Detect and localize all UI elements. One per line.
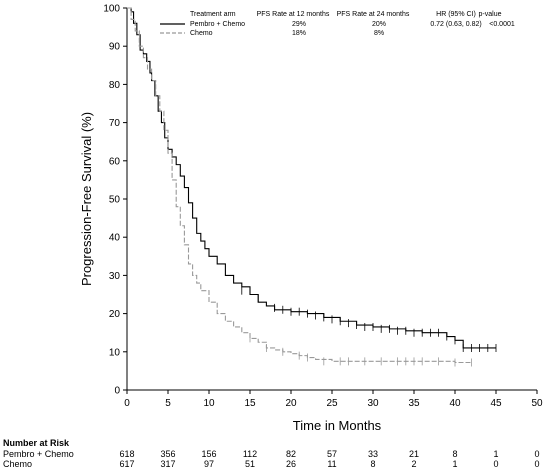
y-tick-label: 70 xyxy=(109,118,121,129)
y-tick-label: 0 xyxy=(114,386,120,397)
risk-count: 317 xyxy=(160,459,175,469)
km-curve xyxy=(127,7,496,349)
legend-pfs12-value: 18% xyxy=(292,30,306,37)
legend-p-value: <0.0001 xyxy=(489,21,515,28)
risk-row-label: Chemo xyxy=(3,459,32,469)
risk-count: 156 xyxy=(201,449,216,459)
y-tick-label: 20 xyxy=(109,309,121,320)
risk-count: 33 xyxy=(368,449,378,459)
risk-count: 21 xyxy=(409,449,419,459)
y-tick-label: 90 xyxy=(109,42,121,53)
legend-arm-label: Pembro + Chemo xyxy=(190,21,245,28)
legend-header-hr: HR (95% CI) xyxy=(436,11,476,18)
risk-count: 0 xyxy=(534,459,539,469)
x-tick-label: 0 xyxy=(124,398,130,409)
x-tick-label: 25 xyxy=(326,398,338,409)
legend-pfs24-value: 20% xyxy=(372,21,386,28)
x-tick-label: 10 xyxy=(203,398,215,409)
x-tick-label: 15 xyxy=(244,398,256,409)
x-axis-label: Time in Months xyxy=(293,418,382,433)
legend-pfs24-value: 8% xyxy=(374,30,384,37)
risk-count: 2 xyxy=(411,459,416,469)
y-axis-label: Progression-Free Survival (%) xyxy=(79,112,94,286)
risk-count: 617 xyxy=(119,459,134,469)
risk-count: 97 xyxy=(204,459,214,469)
x-tick-label: 5 xyxy=(165,398,171,409)
y-tick-label: 100 xyxy=(103,4,120,15)
risk-count: 112 xyxy=(243,449,257,459)
legend-header-p: p-value xyxy=(479,11,502,18)
risk-count: 57 xyxy=(327,449,337,459)
x-tick-label: 50 xyxy=(531,398,543,409)
survival-curves xyxy=(127,7,497,367)
risk-count: 356 xyxy=(160,449,175,459)
x-tick-label: 20 xyxy=(285,398,297,409)
risk-count: 11 xyxy=(327,459,336,469)
risk-title: Number at Risk xyxy=(3,438,70,448)
risk-count: 51 xyxy=(245,459,255,469)
x-tick-label: 30 xyxy=(367,398,379,409)
x-tick-label: 40 xyxy=(449,398,461,409)
legend-arm-label: Chemo xyxy=(190,30,213,37)
y-tick-label: 40 xyxy=(109,233,121,244)
x-tick-label: 35 xyxy=(408,398,420,409)
y-tick-label: 30 xyxy=(109,271,121,282)
risk-count: 618 xyxy=(119,449,134,459)
y-tick-label: 80 xyxy=(109,80,121,91)
risk-count: 1 xyxy=(493,449,498,459)
risk-count: 0 xyxy=(534,449,539,459)
risk-count: 1 xyxy=(452,459,457,469)
risk-count: 8 xyxy=(370,459,375,469)
x-tick-label: 45 xyxy=(490,398,502,409)
risk-count: 82 xyxy=(286,449,296,459)
legend: Treatment arm PFS Rate at 12 months PFS Ra… xyxy=(160,11,515,37)
risk-count: 0 xyxy=(493,459,498,469)
legend-header-pfs12: PFS Rate at 12 months xyxy=(257,11,330,18)
risk-count: 26 xyxy=(286,459,296,469)
risk-count: 8 xyxy=(452,449,457,459)
risk-row-label: Pembro + Chemo xyxy=(3,449,74,459)
y-tick-label: 50 xyxy=(109,195,121,206)
legend-header-pfs24: PFS Rate at 24 months xyxy=(337,11,410,18)
legend-pfs12-value: 29% xyxy=(292,21,306,28)
legend-header-arm: Treatment arm xyxy=(190,11,236,18)
legend-hr-value: 0.72 (0.63, 0.82) xyxy=(430,21,481,28)
y-tick-label: 10 xyxy=(109,347,121,358)
y-tick-label: 60 xyxy=(109,156,121,167)
axes: 0 10 20 30 40 50 60 70 80 90 100 0 5 10 15 20 25 30 35 40 45… xyxy=(103,4,543,410)
